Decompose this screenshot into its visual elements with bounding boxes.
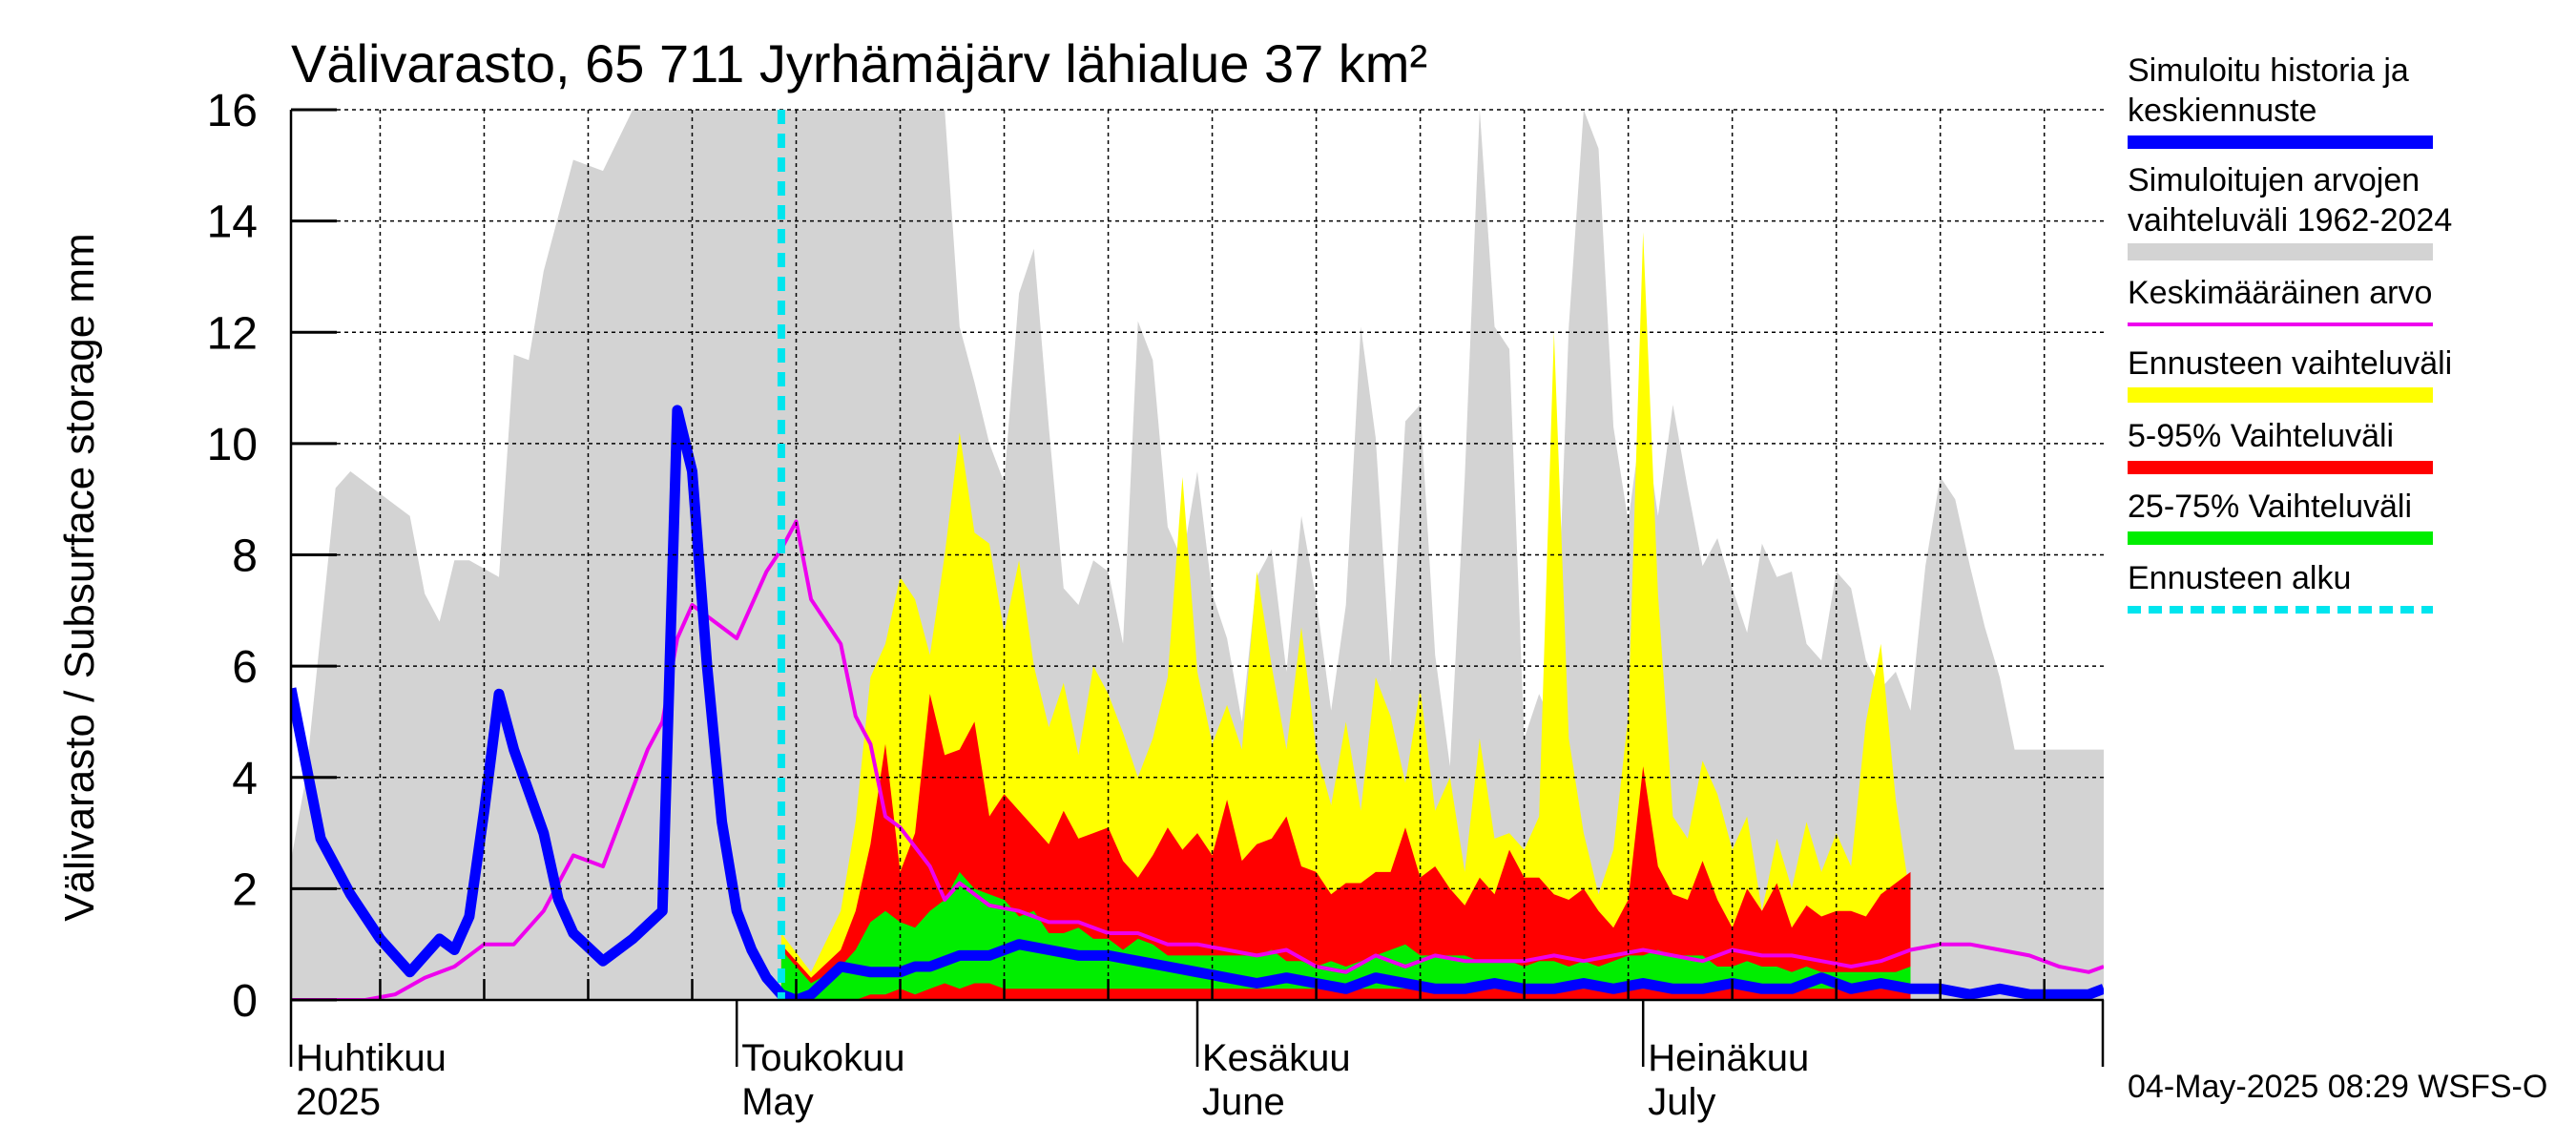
y-tick-label: 16: [207, 86, 258, 136]
legend-label: Keskimääräinen arvo: [2128, 275, 2432, 311]
legend-label: vaihteluväli 1962-2024: [2128, 202, 2452, 239]
month-label: Heinäkuu: [1648, 1037, 1809, 1079]
y-tick-label: 0: [232, 976, 258, 1027]
y-tick-label: 8: [232, 531, 258, 582]
legend-label: Ennusteen vaihteluväli: [2128, 345, 2452, 382]
y-tick-label: 4: [232, 754, 258, 804]
month-sublabel: May: [741, 1081, 814, 1123]
y-tick-label: 2: [232, 864, 258, 915]
y-tick-label: 14: [207, 198, 258, 248]
month-sublabel: July: [1648, 1081, 1715, 1123]
legend-label: Simuloitujen arvojen: [2128, 162, 2420, 198]
long-term-mean-line: [291, 519, 2104, 1000]
y-tick-label: 6: [232, 642, 258, 693]
month-label: Huhtikuu: [296, 1037, 447, 1079]
month-sublabel: June: [1202, 1081, 1285, 1123]
legend-label: keskiennuste: [2128, 93, 2316, 129]
y-tick-label: 12: [207, 308, 258, 359]
legend: Simuloitu historia ja keskiennuste Simuloi…: [2128, 52, 2452, 614]
footer-timestamp: 04-May-2025 08:29 WSFS-O: [2128, 1069, 2547, 1105]
chart-title: Välivarasto, 65 711 Jyrhämäjärv lähialue…: [291, 33, 1427, 94]
legend-label: Ennusteen alku: [2128, 560, 2351, 596]
legend-label: Simuloitu historia ja: [2128, 52, 2409, 89]
month-sublabel: 2025: [296, 1081, 381, 1123]
plot-series: [291, 110, 2104, 1000]
month-label: Kesäkuu: [1202, 1037, 1351, 1079]
grid: [291, 109, 2104, 1001]
y-axis-label: Välivarasto / Subsurface storage mm: [56, 233, 103, 921]
legend-label: 25-75% Vaihteluväli: [2128, 489, 2412, 525]
simulated-median-line: [291, 405, 2104, 1000]
month-label: Toukokuu: [741, 1037, 904, 1079]
legend-label: 5-95% Vaihteluväli: [2128, 418, 2394, 454]
y-tick-label: 10: [207, 420, 258, 470]
